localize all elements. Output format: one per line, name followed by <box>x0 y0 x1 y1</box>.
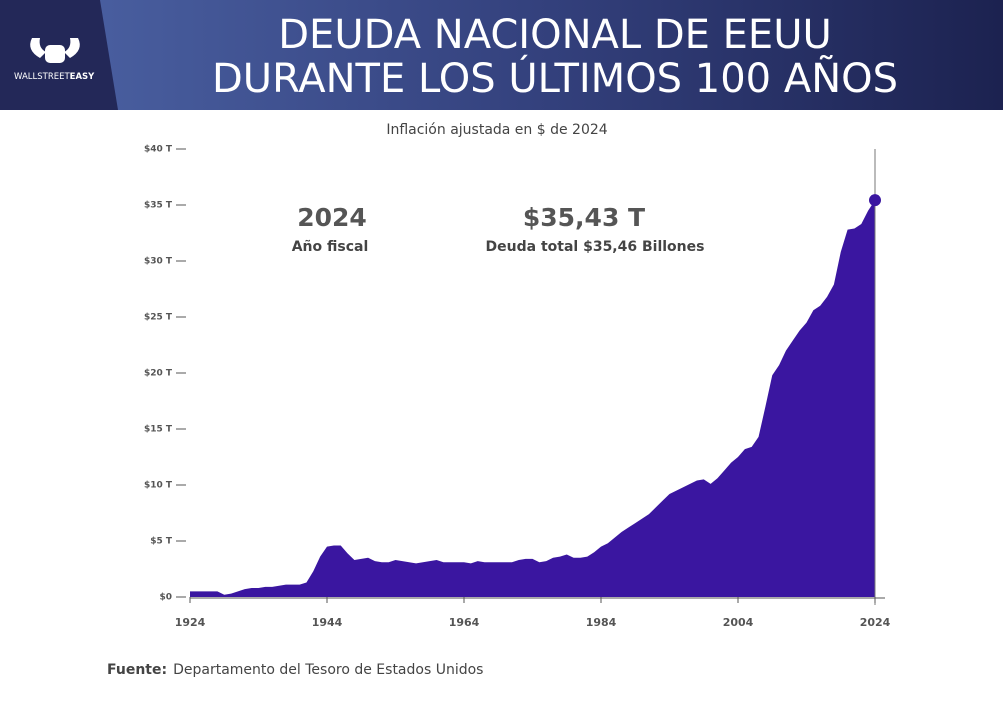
annotation-text: Año fiscal <box>292 239 369 255</box>
logo-text: WALLSTREETEASY <box>14 72 95 82</box>
annotation-title: 2024 <box>297 203 367 232</box>
header-band <box>0 0 1003 110</box>
x-tick-label: 2024 <box>860 616 891 629</box>
title-line: DEUDA NACIONAL DE EEUU <box>278 12 832 58</box>
y-tick-label: $5 T <box>150 537 173 547</box>
y-tick-label: $0 <box>159 593 172 603</box>
source: Fuente: Departamento del Tesoro de Estado… <box>107 662 483 678</box>
x-tick-label: 2004 <box>723 616 754 629</box>
y-tick-label: $40 T <box>144 145 173 155</box>
end-point <box>869 194 881 207</box>
y-tick-label: $35 T <box>144 201 173 211</box>
logo-icon <box>30 38 80 63</box>
y-tick-label: $30 T <box>144 257 173 267</box>
y-tick-label: $20 T <box>144 369 173 379</box>
area <box>190 200 875 597</box>
subtitle: Inflación ajustada en $ de 2024 <box>386 122 607 138</box>
y-tick-label: $15 T <box>144 425 173 435</box>
y-tick-label: $10 T <box>144 481 173 491</box>
x-tick-label: 1984 <box>586 616 617 629</box>
x-tick-label: 1964 <box>449 616 480 629</box>
title-line: DURANTE LOS ÚLTIMOS 100 AÑOS <box>212 54 898 102</box>
x-tick-label: 1924 <box>175 616 206 629</box>
x-tick-label: 1944 <box>312 616 343 629</box>
y-tick-label: $25 T <box>144 313 173 323</box>
annotation-text: Deuda total $35,46 Billones <box>486 239 705 255</box>
annotation-title: $35,43 T <box>523 203 645 232</box>
